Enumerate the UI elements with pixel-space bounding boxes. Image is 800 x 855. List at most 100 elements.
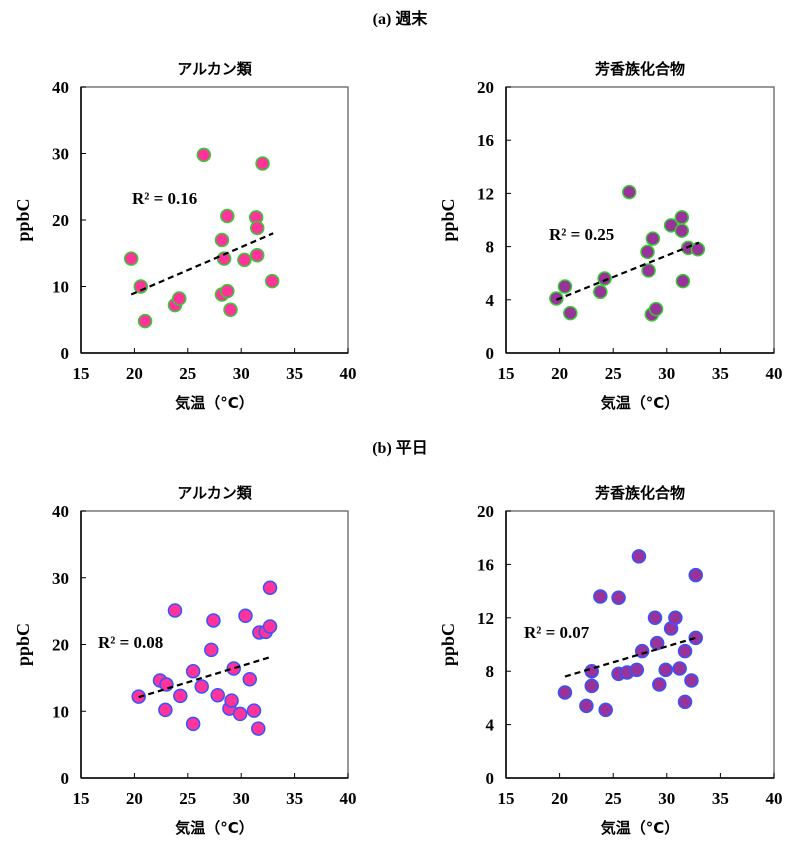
data-point: [579, 698, 594, 714]
plot-title: アルカン類: [177, 60, 252, 78]
data-point: [185, 716, 201, 732]
r-squared-label: R² = 0.07: [524, 623, 590, 642]
x-tick-label: 35: [712, 789, 729, 808]
data-point: [246, 703, 262, 718]
x-tick-label: 40: [766, 364, 783, 383]
data-point: [647, 610, 663, 626]
plot-area: [80, 86, 349, 354]
data-point: [674, 210, 690, 225]
r-squared-label: R² = 0.25: [549, 225, 614, 244]
data-point: [677, 694, 693, 710]
data-point: [672, 661, 687, 676]
x-tick-label: 20: [551, 364, 568, 383]
y-tick-label: 10: [52, 702, 69, 721]
y-tick-label: 0: [61, 769, 70, 788]
y-tick-label: 8: [486, 662, 495, 681]
data-point: [684, 673, 699, 688]
y-tick-label: 20: [52, 211, 69, 230]
y-tick-label: 16: [477, 555, 494, 574]
x-tick-label: 30: [233, 364, 250, 383]
data-point: [688, 630, 703, 646]
data-point: [593, 589, 608, 604]
data-point: [206, 613, 221, 628]
data-point: [640, 244, 655, 260]
x-tick-label: 25: [179, 789, 196, 808]
data-point: [226, 661, 241, 676]
x-tick-label: 25: [605, 789, 622, 808]
data-point: [255, 156, 270, 171]
y-tick-label: 20: [477, 502, 494, 521]
trend-line: [138, 656, 271, 699]
data-point: [262, 580, 278, 596]
r-squared-label: R² = 0.08: [98, 633, 163, 652]
data-point: [204, 642, 219, 658]
y-tick-label: 0: [486, 769, 495, 788]
data-point: [557, 685, 573, 700]
x-tick-label: 35: [286, 364, 303, 383]
data-point: [584, 678, 600, 694]
data-point: [641, 263, 656, 278]
y-tick-label: 12: [477, 184, 494, 203]
x-tick-label: 30: [658, 789, 675, 808]
data-point: [563, 305, 578, 321]
data-point: [658, 662, 673, 678]
data-point: [674, 223, 690, 238]
y-tick-label: 40: [52, 502, 69, 521]
data-point: [652, 677, 667, 692]
x-axis-label: 気温（°C）: [175, 819, 254, 837]
section-title-weekday: (b) 平日: [372, 439, 428, 457]
data-point: [262, 619, 278, 634]
data-point: [690, 242, 706, 257]
plot-area: [505, 86, 775, 354]
data-point: [214, 232, 230, 248]
data-point: [622, 184, 637, 200]
y-tick-label: 30: [52, 145, 69, 164]
x-tick-label: 40: [340, 364, 357, 383]
data-point: [137, 313, 153, 329]
trend-line: [555, 241, 700, 301]
x-tick-label: 25: [605, 364, 622, 383]
x-tick-label: 15: [498, 364, 515, 383]
data-point: [158, 702, 173, 718]
data-point: [123, 251, 139, 266]
x-axis-label: 気温（°C）: [175, 394, 254, 412]
y-tick-label: 20: [52, 636, 69, 655]
data-point: [611, 590, 626, 606]
x-tick-label: 30: [233, 789, 250, 808]
y-tick-label: 30: [52, 569, 69, 588]
data-point: [251, 721, 266, 736]
data-point: [172, 291, 187, 306]
data-point: [242, 671, 257, 687]
x-tick-label: 15: [498, 789, 515, 808]
x-tick-label: 20: [551, 789, 568, 808]
x-tick-label: 40: [766, 789, 783, 808]
x-tick-label: 20: [126, 364, 143, 383]
data-point: [249, 220, 265, 236]
x-tick-label: 40: [340, 789, 357, 808]
x-tick-label: 20: [126, 789, 143, 808]
data-point: [645, 231, 661, 246]
data-point: [238, 608, 253, 624]
data-point: [688, 567, 703, 583]
data-point: [549, 291, 564, 306]
data-point: [216, 251, 232, 266]
data-point: [220, 208, 235, 224]
y-tick-label: 12: [477, 609, 494, 628]
scatter-plot-3: アルカン類 15 20 25 30 35 40 0 10 20 30 40 気温（°C） ppbC R² =…: [13, 484, 357, 837]
x-tick-label: 15: [73, 364, 90, 383]
trend-line: [130, 232, 274, 296]
data-point: [668, 610, 683, 626]
x-tick-label: 30: [658, 364, 675, 383]
y-tick-label: 10: [52, 278, 69, 297]
y-tick-label: 16: [477, 131, 494, 150]
section-title-weekend: (a) 週末: [373, 9, 429, 28]
y-tick-label: 8: [486, 238, 495, 257]
y-tick-label: 20: [477, 78, 494, 97]
y-tick-label: 0: [486, 344, 495, 363]
y-tick-label: 4: [486, 716, 495, 735]
y-tick-label: 40: [52, 78, 69, 97]
scatter-plot-1: アルカン類 15 20 25 30 35 40 0 10 20 30 40 気温（°C） ppbC R² =…: [13, 60, 357, 412]
data-point: [593, 284, 608, 300]
plot-title: アルカン類: [177, 484, 252, 502]
